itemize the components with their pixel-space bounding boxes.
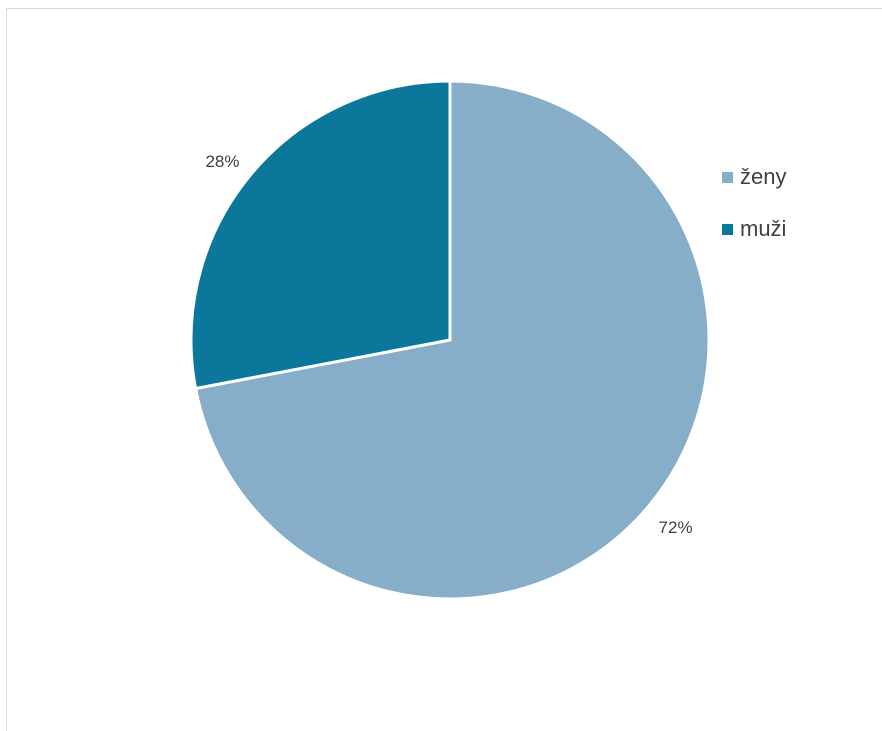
legend-swatch-muzi bbox=[722, 223, 733, 235]
legend-item-muzi: muži bbox=[722, 214, 786, 244]
pie-slice-zeny bbox=[194, 79, 711, 601]
data-label-zeny: 72% bbox=[658, 518, 693, 538]
legend-label-muzi: muži bbox=[740, 216, 787, 241]
pie-slice-muzi bbox=[189, 79, 452, 391]
data-label-muzi: 28% bbox=[205, 151, 240, 171]
legend-item-zeny: ženy bbox=[722, 162, 786, 192]
legend: ženy muži bbox=[722, 162, 786, 266]
legend-swatch-zeny bbox=[722, 171, 733, 183]
legend-label-zeny: ženy bbox=[740, 164, 787, 189]
